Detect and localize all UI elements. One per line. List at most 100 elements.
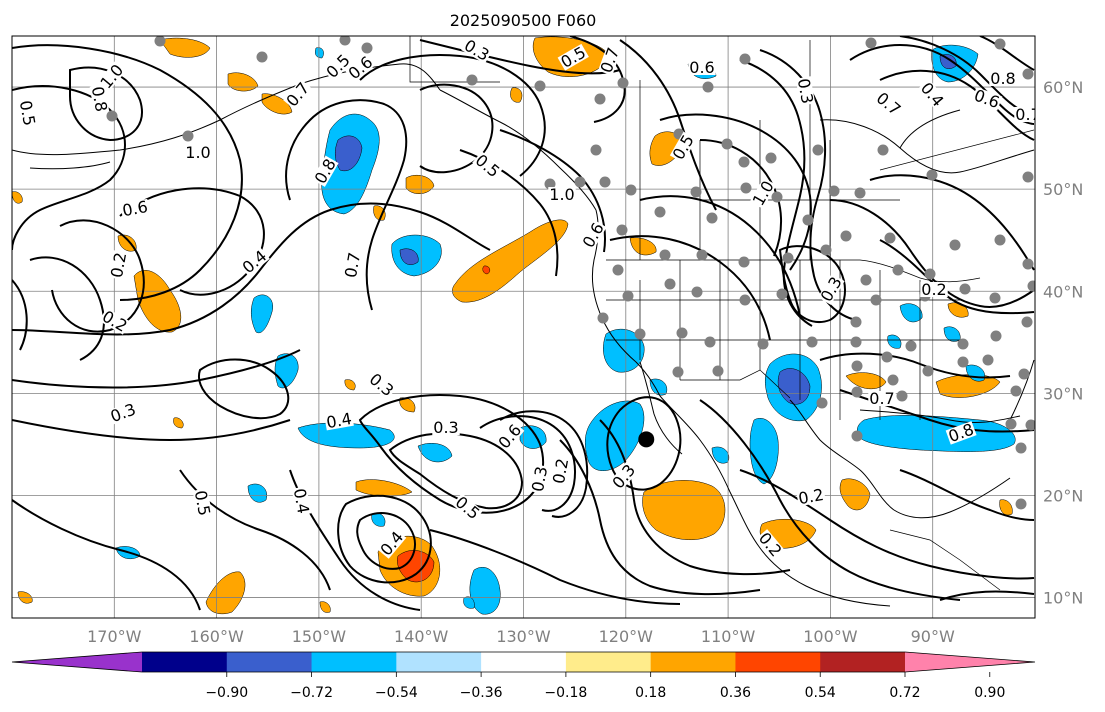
grey-dot	[884, 232, 896, 244]
grey-dot	[625, 184, 637, 196]
grey-dot	[1022, 68, 1034, 80]
grey-dot	[361, 42, 373, 54]
contour-label: 0.8	[88, 85, 111, 113]
contour-label: 0.3	[433, 418, 458, 437]
lat-tick-label: 30°N	[1043, 384, 1083, 403]
map-frame	[11, 35, 1036, 619]
grey-dot	[256, 51, 268, 63]
lon-tick-label: 110°W	[701, 627, 756, 646]
grey-dot	[634, 328, 646, 340]
grey-dot	[765, 152, 777, 164]
lat-tick-label: 10°N	[1043, 589, 1083, 608]
grey-dot	[1022, 258, 1034, 270]
grey-dot	[959, 283, 971, 295]
grey-dot	[106, 110, 118, 122]
grey-dot	[1018, 368, 1030, 380]
grey-dot	[776, 288, 788, 300]
contour-label: 0.6	[689, 58, 714, 77]
lon-tick-label: 130°W	[496, 627, 551, 646]
lon-tick-label: 160°W	[189, 627, 244, 646]
grey-dot	[738, 256, 750, 268]
contour-label: 1.0	[185, 143, 210, 162]
latitude-tick-labels: 10°N 20°N 30°N 40°N 50°N 60°N	[1043, 78, 1083, 608]
grey-dot	[957, 338, 969, 350]
grey-dot	[590, 144, 602, 156]
grey-dot	[597, 312, 609, 324]
contour-label: 1.0	[549, 185, 574, 204]
grey-dot	[544, 178, 556, 190]
grey-dot	[850, 316, 862, 328]
contour-label: 0.4	[290, 487, 313, 515]
contour-label: 0.5	[16, 99, 39, 127]
contour-label: 0.6	[121, 197, 149, 220]
grey-dot	[466, 74, 478, 86]
grey-dot	[739, 53, 751, 65]
shaded-fields	[12, 36, 1016, 615]
colorbar-tick-labels: −0.90 −0.72 −0.54 −0.36 −0.18 0.18 0.36 0.54 0.7…	[205, 672, 1005, 701]
contour-label: 0.2	[797, 485, 825, 508]
grey-dot	[870, 294, 882, 306]
contour-label: 0.3	[528, 465, 551, 493]
colorbar-tick-label: 0.90	[974, 685, 1005, 701]
grey-dot	[690, 186, 702, 198]
grey-dot	[957, 356, 969, 368]
colorbar-segment	[311, 652, 397, 672]
contour-label: 0.8	[990, 69, 1015, 88]
colorbar-segment	[142, 652, 228, 672]
grey-dot	[594, 93, 606, 105]
grey-dot	[721, 138, 733, 150]
grey-dot	[990, 330, 1002, 342]
grey-dot	[696, 249, 708, 261]
grey-dot	[865, 37, 877, 49]
grey-dot	[616, 224, 628, 236]
grey-dot	[617, 77, 629, 89]
grey-dot	[816, 397, 828, 409]
grey-dot	[574, 176, 586, 188]
grey-dot	[1015, 442, 1027, 454]
grey-dot	[926, 169, 938, 181]
grey-dot	[757, 338, 769, 350]
grey-dot	[982, 354, 994, 366]
grey-dot	[806, 336, 818, 348]
lon-tick-label: 170°W	[87, 627, 142, 646]
grey-dot	[771, 191, 783, 203]
grey-dot	[854, 187, 866, 199]
grey-dot	[712, 365, 724, 377]
grey-dot	[1015, 498, 1027, 510]
contour-label: 0.7	[869, 389, 894, 408]
contour-label: 0.3	[794, 77, 817, 105]
contour-label: 0.2	[921, 280, 946, 299]
grey-dot	[1010, 385, 1022, 397]
colorbar-segment	[650, 652, 736, 672]
longitude-tick-labels: 170°W 160°W 150°W 140°W 130°W 120°W 110°W 100°W…	[87, 627, 955, 646]
colorbar-tick-label: −0.54	[375, 685, 418, 701]
contour-lines	[12, 36, 1035, 611]
colorbar	[11, 651, 1036, 673]
grey-dot	[892, 264, 904, 276]
grey-dot	[1027, 280, 1035, 292]
grey-dot	[877, 144, 889, 156]
lon-tick-label: 120°W	[599, 627, 654, 646]
colorbar-extend-high	[905, 652, 1035, 672]
colorbar-segment	[735, 652, 821, 672]
contour-label: 0.2	[549, 457, 572, 485]
grey-dot	[738, 156, 750, 168]
grey-dot	[534, 80, 546, 92]
colorbar-outline	[11, 651, 1036, 673]
grey-dot	[851, 360, 863, 372]
grey-dot	[1022, 171, 1034, 183]
colorbar-tick-label: 0.36	[720, 685, 751, 701]
colorbar-tick-label: −0.36	[460, 685, 503, 701]
grey-dot	[851, 430, 863, 442]
grey-dot	[896, 390, 908, 402]
contour-label: 0.4	[325, 409, 353, 432]
colorbar-segment	[565, 652, 652, 672]
colorbar-segment	[226, 652, 313, 672]
grey-dot	[154, 36, 166, 47]
chart-title: 2025090500 F060	[450, 11, 597, 30]
grey-dot	[740, 182, 752, 194]
grey-dot	[339, 36, 351, 46]
grey-dot	[622, 290, 634, 302]
grey-dot	[782, 252, 794, 264]
grey-dot	[1021, 316, 1033, 328]
